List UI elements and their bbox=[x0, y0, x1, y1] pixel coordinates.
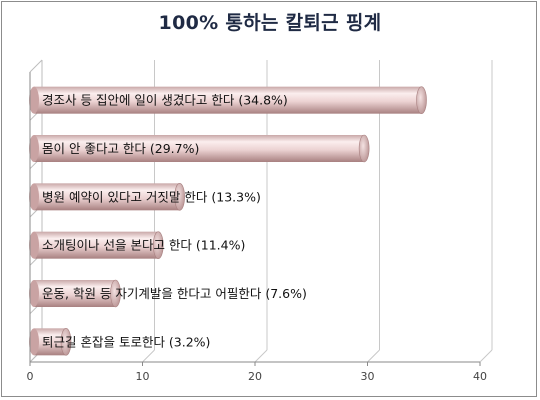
bar: 소개팅이나 선을 본다고 한다 (11.4%) bbox=[29, 231, 245, 259]
x-tick-label: 20 bbox=[248, 370, 262, 383]
bar-end-cap bbox=[60, 328, 72, 356]
gridline-floor bbox=[142, 349, 155, 363]
bar: 운동, 학원 등 자기계발을 한다고 어필한다 (7.6%) bbox=[29, 279, 307, 308]
bar-label: 병원 예약이 있다고 거짓말 한다 (13.3%) bbox=[42, 189, 261, 204]
x-tick-label: 0 bbox=[27, 370, 34, 383]
bar-base-cap bbox=[29, 86, 39, 114]
bar-body bbox=[34, 135, 365, 162]
bar-body bbox=[34, 183, 180, 211]
gridline-floor bbox=[367, 349, 380, 363]
gridline-floor bbox=[254, 349, 268, 363]
x-tick-label: 10 bbox=[136, 370, 150, 383]
x-tick-label: 40 bbox=[473, 370, 487, 383]
bar-layer: 경조사 등 집안에 일이 생겼다고 한다 (34.8%) 몸이 안 좋다고 한다 … bbox=[29, 86, 427, 356]
bar-end-cap bbox=[416, 86, 427, 114]
bar-end-cap bbox=[152, 231, 164, 259]
bar-body bbox=[34, 280, 116, 307]
bar-end-cap bbox=[174, 183, 185, 211]
bar-base-cap bbox=[29, 231, 39, 259]
bar-body bbox=[34, 328, 66, 356]
bar-label: 몸이 안 좋다고 한다 (29.7%) bbox=[42, 141, 199, 156]
wall-tick bbox=[29, 59, 43, 73]
gridline-floor bbox=[479, 349, 493, 363]
bar-label: 경조사 등 집안에 일이 생겼다고 한다 (34.8%) bbox=[42, 93, 288, 108]
x-tick-label: 30 bbox=[361, 370, 375, 383]
axis-layer: 0 10 20 30 40 bbox=[27, 72, 487, 383]
bar-end-cap bbox=[358, 134, 370, 163]
bar-base-cap bbox=[29, 183, 39, 211]
bar-base-cap bbox=[29, 328, 39, 356]
bar-label: 운동, 학원 등 자기계발을 한다고 어필한다 (7.6%) bbox=[42, 286, 307, 301]
bar-label: 퇴근길 혼잡을 토로한다 (3.2%) bbox=[42, 334, 210, 349]
bar-body bbox=[34, 86, 422, 114]
bar: 병원 예약이 있다고 거짓말 한다 (13.3%) bbox=[29, 183, 261, 211]
bar-base-cap bbox=[29, 280, 39, 307]
bar: 경조사 등 집안에 일이 생겼다고 한다 (34.8%) bbox=[29, 86, 427, 114]
bar: 몸이 안 좋다고 한다 (29.7%) bbox=[29, 134, 370, 163]
chart-title: 100% 통하는 칼퇴근 핑계 bbox=[158, 12, 382, 34]
bar-end-cap bbox=[110, 279, 121, 308]
bar-label: 소개팅이나 선을 본다고 한다 (11.4%) bbox=[42, 238, 245, 253]
bar: 퇴근길 혼잡을 토로한다 (3.2%) bbox=[29, 328, 210, 356]
bar-body bbox=[34, 231, 159, 259]
bar-base-cap bbox=[29, 135, 39, 162]
